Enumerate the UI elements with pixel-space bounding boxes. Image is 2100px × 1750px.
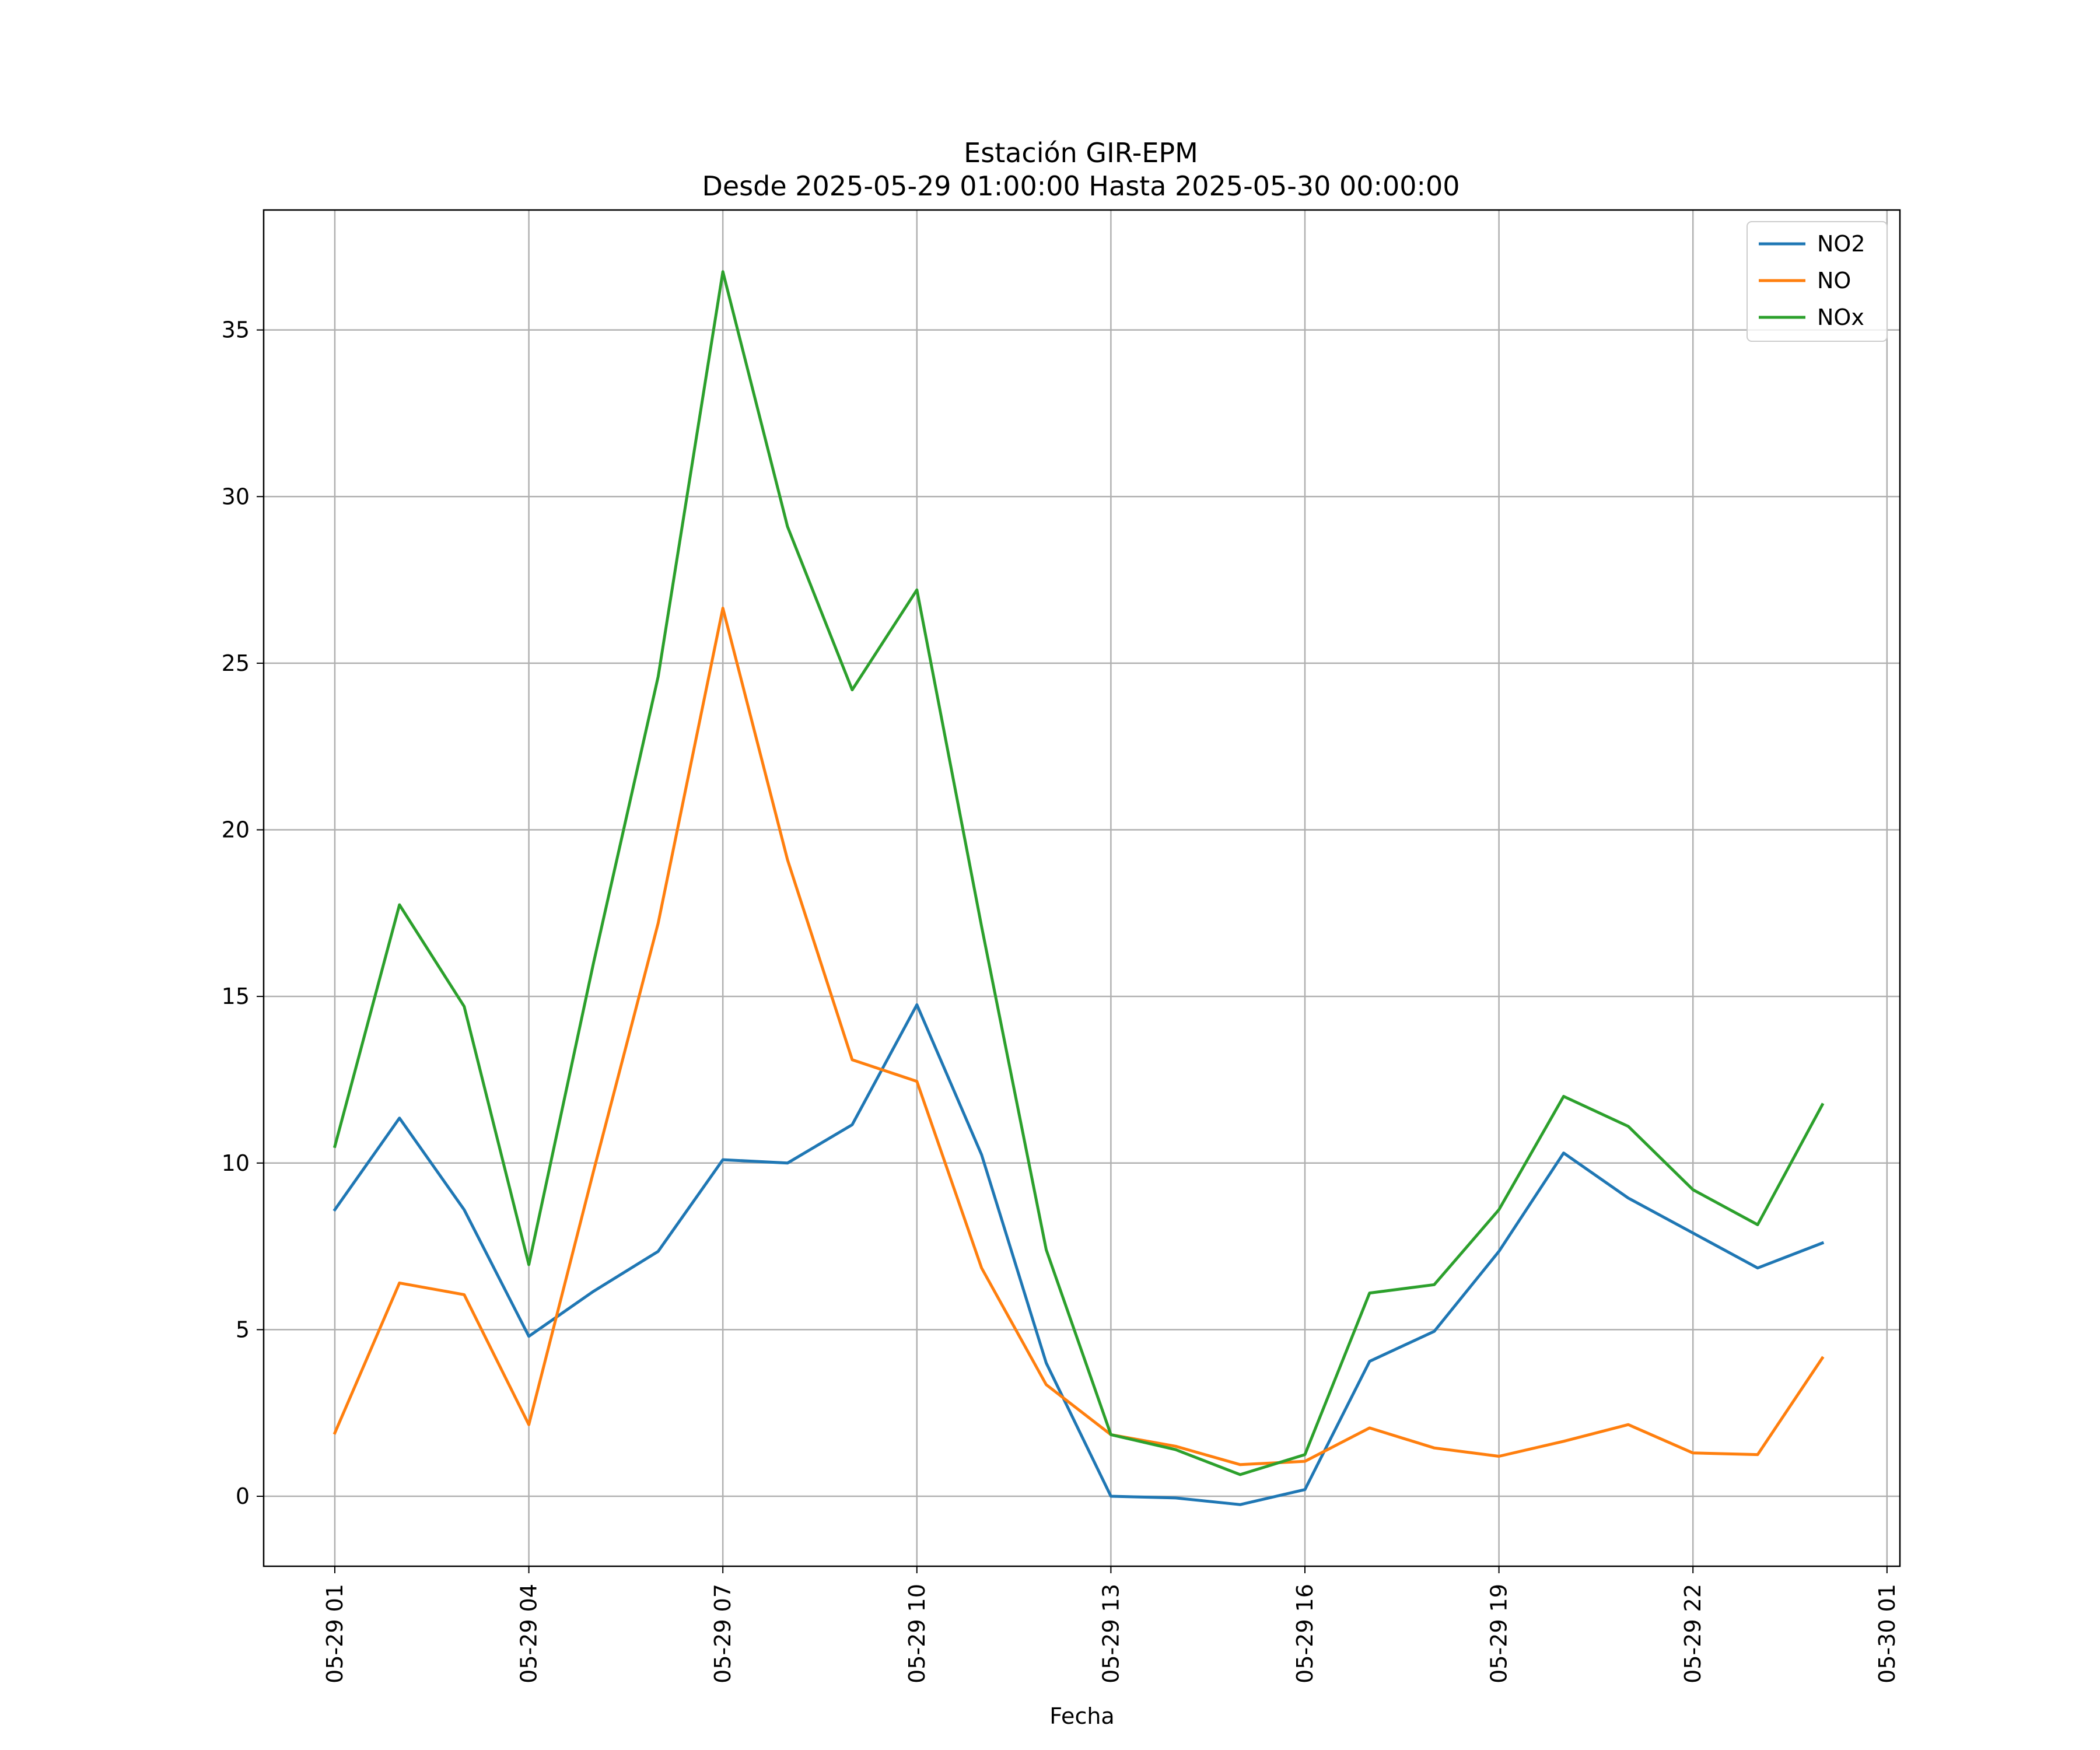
y-tick-label: 25 <box>222 650 250 676</box>
y-tick-label: 20 <box>222 817 250 843</box>
series-line-nox <box>332 270 1825 1476</box>
y-tick-label: 30 <box>222 484 250 509</box>
x-axis-label: Fecha <box>1049 1703 1114 1729</box>
plot-frame <box>262 209 1901 1567</box>
y-tick-label: 0 <box>236 1483 250 1509</box>
x-tick-label: 05-30 01 <box>1874 1584 1900 1684</box>
x-tick-label: 05-29 07 <box>710 1584 736 1684</box>
series-line-no <box>332 607 1825 1466</box>
x-tick-label: 05-29 04 <box>516 1584 542 1684</box>
x-tick-label: 05-29 01 <box>322 1584 348 1684</box>
x-tick-label: 05-29 19 <box>1486 1584 1512 1684</box>
legend-label-no: NO <box>1817 268 1851 293</box>
y-tick-label: 10 <box>222 1150 250 1176</box>
grid <box>264 210 1900 1566</box>
x-tick-label: 05-29 13 <box>1098 1584 1124 1684</box>
series-line-no2 <box>332 1003 1825 1506</box>
chart-title-line2: Desde 2025-05-29 01:00:00 Hasta 2025-05-… <box>702 170 1460 202</box>
chart-title-line1: Estación GIR-EPM <box>964 137 1198 169</box>
legend-box <box>1746 221 1888 342</box>
y-axis: 0 5 10 15 20 25 30 35 <box>222 317 264 1509</box>
x-tick-label: 05-29 10 <box>904 1584 930 1684</box>
series-lines <box>332 270 1825 1506</box>
x-axis: 05-29 01 05-29 04 05-29 07 05-29 10 05-29 13… <box>322 1566 1900 1684</box>
y-tick-label: 35 <box>222 317 250 343</box>
legend: NO2 NO NOx <box>1746 221 1888 342</box>
x-tick-label: 05-29 22 <box>1680 1584 1706 1684</box>
legend-label-no2: NO2 <box>1817 231 1866 257</box>
legend-label-nox: NOx <box>1817 304 1864 330</box>
x-tick-label: 05-29 16 <box>1292 1584 1318 1684</box>
y-tick-label: 15 <box>222 984 250 1009</box>
y-tick-label: 5 <box>236 1317 250 1342</box>
